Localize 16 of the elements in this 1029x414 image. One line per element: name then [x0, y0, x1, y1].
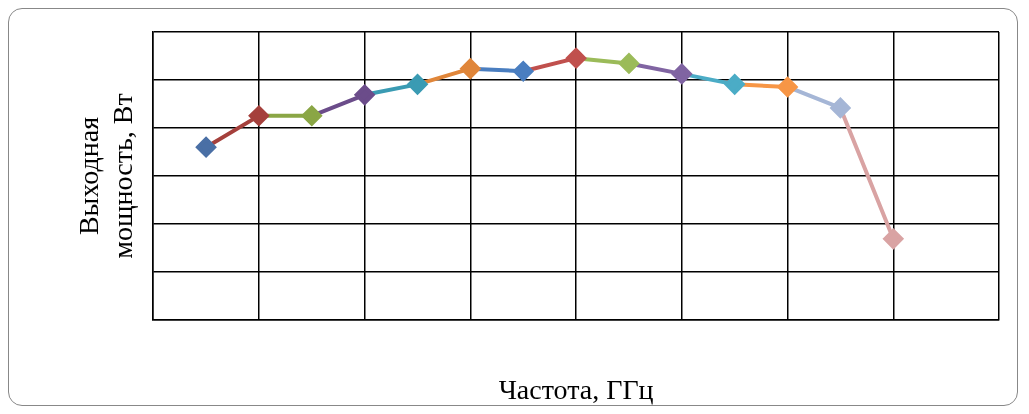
point — [301, 105, 322, 126]
point — [248, 105, 269, 126]
point — [354, 84, 375, 105]
point — [513, 61, 534, 82]
point — [883, 228, 904, 249]
point — [671, 63, 692, 84]
point — [777, 76, 798, 97]
x-axis-title: Частота, ГГц — [498, 373, 654, 405]
point — [407, 74, 428, 95]
point — [196, 137, 217, 158]
point — [460, 58, 481, 79]
point — [618, 53, 639, 74]
y-axis-title: Выходная мощность, Вт — [73, 93, 138, 259]
point — [566, 48, 587, 69]
point — [830, 97, 851, 118]
point — [724, 74, 745, 95]
